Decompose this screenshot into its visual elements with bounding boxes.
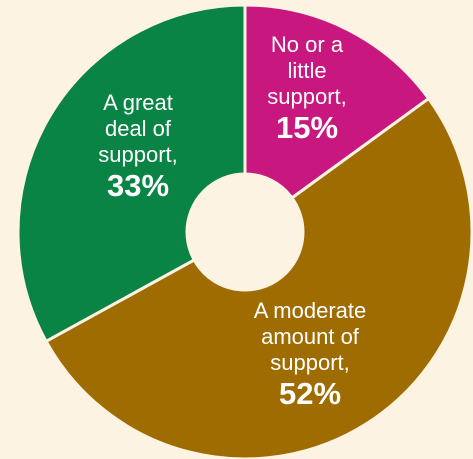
slice-label-line: amount of <box>261 324 360 349</box>
slice-value-label: 52% <box>279 376 341 411</box>
slice-label-line: A great <box>103 90 173 115</box>
slice-label-3: A great deal of support, 33% <box>98 90 178 203</box>
slice-label-line: support, <box>270 350 350 375</box>
slice-value-label: 33% <box>107 168 169 203</box>
slice-label-line: deal of <box>105 116 172 141</box>
slice-label-line: support, <box>98 142 178 167</box>
pie-slice-1 <box>243 3 431 234</box>
slice-label-2: A moderate amount of support, 52% <box>254 298 367 411</box>
slice-label-1: No or a little support, 15% <box>267 32 347 145</box>
slice-label-line: No or a <box>271 32 344 57</box>
slice-value-label: 15% <box>276 110 338 145</box>
donut-hole <box>185 172 305 292</box>
slice-label-line: support, <box>267 84 347 109</box>
slice-label-line: little <box>287 58 326 83</box>
pie-slice-3 <box>16 3 247 343</box>
slice-label-line: A moderate <box>254 298 367 323</box>
